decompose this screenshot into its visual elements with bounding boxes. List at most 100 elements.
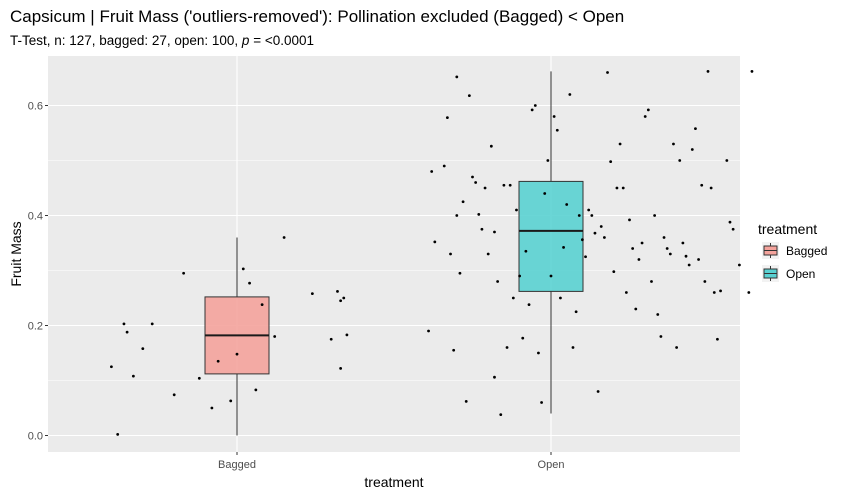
- data-point-open: [499, 413, 503, 416]
- data-point-bagged: [339, 299, 343, 303]
- data-point-open: [427, 329, 430, 333]
- data-point-open: [703, 280, 707, 283]
- data-point-open: [621, 186, 625, 190]
- data-point-open: [738, 263, 741, 267]
- data-point-open: [477, 213, 481, 216]
- data-point-open: [433, 240, 437, 244]
- data-point-open: [728, 220, 732, 224]
- data-point-open: [606, 71, 609, 74]
- data-point-open: [681, 241, 685, 245]
- data-point-open: [461, 200, 465, 204]
- boxplots: [204, 71, 584, 436]
- legend-label-open: Open: [786, 267, 815, 281]
- data-point-open: [430, 170, 434, 173]
- data-point-open: [540, 401, 543, 404]
- data-point-open: [637, 258, 641, 261]
- data-point-open: [650, 280, 653, 283]
- data-point-open: [747, 291, 751, 294]
- data-point-open: [568, 93, 572, 96]
- data-point-open: [480, 227, 484, 231]
- data-point-open: [533, 104, 537, 107]
- data-point-open: [489, 144, 493, 148]
- legend-title: treatment: [758, 221, 817, 237]
- data-point-bagged: [131, 374, 135, 378]
- x-axis-title: treatment: [364, 474, 423, 490]
- data-point-bagged: [197, 376, 201, 380]
- data-point-open: [596, 390, 600, 393]
- data-point-open: [543, 192, 547, 195]
- data-point-open: [624, 291, 628, 294]
- subtitle-p: p: [241, 33, 250, 48]
- data-point-open: [565, 203, 569, 206]
- data-point-open: [571, 346, 575, 349]
- data-point-bagged: [241, 267, 245, 271]
- data-point-open: [524, 249, 528, 253]
- data-point-open: [474, 181, 478, 184]
- data-point-open: [656, 313, 660, 316]
- plot-panel: [48, 56, 740, 452]
- data-point-bagged: [122, 322, 126, 326]
- data-point-bagged: [339, 367, 343, 370]
- data-point-open: [665, 247, 669, 250]
- data-point-open: [486, 252, 490, 256]
- data-point-open: [668, 252, 672, 256]
- data-point-open: [549, 274, 553, 278]
- data-point-open: [709, 186, 713, 190]
- data-point-open: [694, 127, 697, 130]
- data-point-open: [581, 238, 584, 242]
- legend: treatment Bagged Open: [758, 221, 827, 282]
- data-point-bagged: [310, 292, 314, 295]
- data-point-open: [584, 255, 587, 259]
- data-point-open: [515, 208, 518, 212]
- data-point-open: [750, 70, 754, 73]
- data-point-open: [574, 310, 578, 314]
- data-point-open: [631, 247, 635, 250]
- x-axis-ticks: Bagged Open: [218, 452, 564, 471]
- data-point-open: [643, 115, 647, 118]
- data-point-open: [609, 160, 613, 164]
- data-point-open: [587, 208, 591, 212]
- data-point-open: [687, 263, 691, 267]
- data-point-open: [590, 214, 594, 217]
- y-tick-label: 0.4: [28, 211, 43, 223]
- data-point-bagged: [345, 333, 349, 337]
- data-point-open: [706, 70, 710, 73]
- data-point-open: [697, 258, 700, 261]
- data-point-bagged: [273, 335, 277, 338]
- x-tick-label-open: Open: [538, 459, 565, 471]
- data-point-open: [537, 351, 540, 355]
- jitter-points: [110, 70, 754, 436]
- data-point-open: [505, 346, 509, 349]
- data-point-open: [562, 246, 565, 249]
- data-point-open: [719, 289, 722, 293]
- data-point-bagged: [248, 281, 251, 285]
- data-point-open: [521, 336, 525, 340]
- data-point-bagged: [182, 271, 186, 275]
- data-point-open: [628, 218, 631, 222]
- data-point-open: [593, 231, 597, 235]
- data-point-open: [659, 335, 663, 338]
- data-point-open: [678, 159, 682, 162]
- data-point-bagged: [342, 296, 346, 300]
- data-point-open: [445, 116, 449, 119]
- data-point-bagged: [254, 388, 258, 392]
- data-point-open: [700, 183, 704, 187]
- data-point-open: [464, 400, 468, 403]
- data-point-open: [483, 186, 487, 190]
- data-point-open: [716, 337, 719, 341]
- x-tick-label-bagged: Bagged: [218, 459, 256, 471]
- data-point-open: [599, 225, 603, 228]
- data-point-bagged: [141, 347, 145, 350]
- data-point-open: [559, 296, 562, 300]
- data-point-open: [493, 375, 496, 379]
- data-point-open: [493, 230, 496, 234]
- data-point-bagged: [172, 393, 176, 397]
- data-point-open: [455, 75, 459, 79]
- y-axis-ticks: 0.0 0.2 0.4 0.6: [28, 101, 48, 443]
- subtitle-suffix: = <0.0001: [249, 33, 314, 48]
- data-point-open: [449, 252, 452, 256]
- data-point-open: [684, 254, 688, 258]
- data-point-open: [662, 236, 666, 239]
- data-point-open: [511, 296, 515, 300]
